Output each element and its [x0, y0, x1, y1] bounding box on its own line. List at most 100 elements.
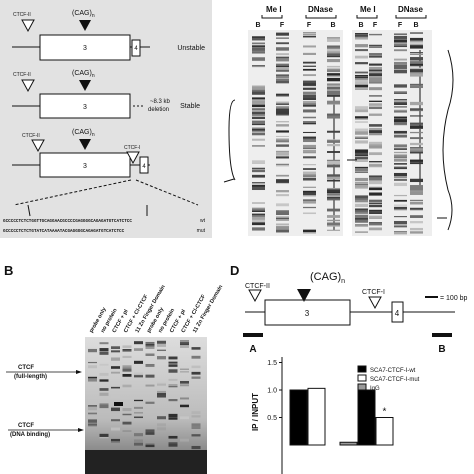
gel-band: [355, 168, 368, 171]
gel-band: [252, 167, 265, 170]
gel-band: [394, 102, 407, 105]
gel-band: [355, 35, 368, 37]
gel-band: [180, 438, 189, 442]
gel-band: [168, 399, 178, 402]
gel-band: [369, 53, 382, 56]
gel-band: [394, 106, 407, 108]
gel-band: [252, 169, 265, 173]
gel-band: [327, 113, 340, 117]
gel-band: [327, 151, 340, 153]
gel-band: [303, 152, 316, 154]
gel-band: [111, 407, 120, 412]
gel-band: [276, 124, 289, 127]
gel-band: [191, 355, 201, 359]
gel-band: [355, 225, 368, 227]
gel-band: [355, 221, 368, 223]
gel-band: [394, 208, 407, 211]
gel-band: [327, 198, 340, 201]
gel-band: [99, 379, 109, 382]
bar: [375, 417, 394, 446]
lane-label: B: [358, 22, 363, 29]
gel-band: [252, 85, 265, 90]
gel-band: [327, 215, 340, 218]
gel-band: [327, 196, 340, 200]
gel-band: [355, 149, 368, 153]
gel-band: [168, 364, 178, 367]
gel-band: [252, 128, 265, 131]
gel-band: [145, 443, 155, 448]
gel-band: [369, 212, 382, 215]
gel-band: [410, 142, 423, 146]
gel-band: [394, 43, 407, 46]
shape: [248, 289, 262, 303]
gel-band: [145, 429, 155, 433]
shape: [139, 156, 149, 174]
gel-band: [145, 443, 155, 445]
gel-band: [410, 125, 423, 129]
gel-band: [303, 171, 316, 175]
gel-band: [355, 106, 368, 109]
label: 4: [142, 164, 146, 170]
gel-band: [191, 445, 201, 450]
gel-band: [355, 109, 368, 113]
gel-band: [327, 85, 340, 87]
label: 4: [395, 309, 400, 318]
shape: (CAG): [72, 10, 92, 17]
annotation: *: [383, 407, 387, 418]
gel-band: [252, 132, 265, 136]
shape: [223, 159, 447, 219]
gel-band: [276, 190, 289, 193]
gel-band: [111, 386, 120, 389]
gel-band: [327, 88, 340, 92]
gel-band: [369, 73, 382, 77]
gel-band: [111, 427, 120, 431]
shape: [126, 151, 140, 165]
gel-band: [394, 163, 407, 165]
gel-band: [252, 209, 265, 213]
gel-band: [252, 174, 265, 178]
gel-band: [410, 32, 423, 34]
gel-band: [303, 93, 316, 97]
gel-band: [252, 36, 265, 39]
gel-band: [157, 416, 166, 420]
gel-band: [394, 49, 407, 52]
gel-band: [134, 374, 143, 377]
gel-band: [252, 208, 265, 211]
gel-band: [252, 91, 265, 95]
shape: [78, 428, 84, 432]
gel-band: [303, 80, 316, 84]
shape: [79, 20, 91, 31]
gel-band: [327, 191, 340, 193]
gel-band: [355, 121, 368, 123]
gel-band: [157, 340, 166, 344]
shape: n: [92, 13, 95, 19]
gel-band: [394, 99, 407, 101]
gel-band: [355, 128, 368, 132]
gel-band: [145, 353, 155, 356]
gel-band: [157, 390, 166, 394]
gel-band: [276, 93, 289, 96]
gel-band: [180, 340, 189, 342]
gel-band: [111, 394, 120, 398]
label: CTCF: [18, 365, 34, 371]
label: B: [438, 344, 445, 355]
gel-band: [276, 53, 289, 56]
bar: [357, 389, 376, 446]
label: DNase: [308, 5, 333, 14]
label: CTCF-II: [13, 12, 31, 18]
gel-band: [369, 227, 382, 231]
gel-band: [410, 137, 423, 140]
gel-band: [276, 179, 289, 183]
gel-band: [111, 410, 120, 414]
gel-band: [327, 100, 340, 104]
gel-band: [180, 340, 189, 343]
gel-band: [369, 152, 382, 156]
gel-band: [191, 347, 201, 350]
gel-band: [410, 185, 423, 188]
gel-band: [327, 53, 340, 56]
gel-band: [168, 435, 178, 439]
shape: (CAG): [72, 70, 92, 77]
label: 3: [83, 104, 87, 111]
gel-band: [276, 42, 289, 45]
gel-band: [276, 58, 289, 62]
